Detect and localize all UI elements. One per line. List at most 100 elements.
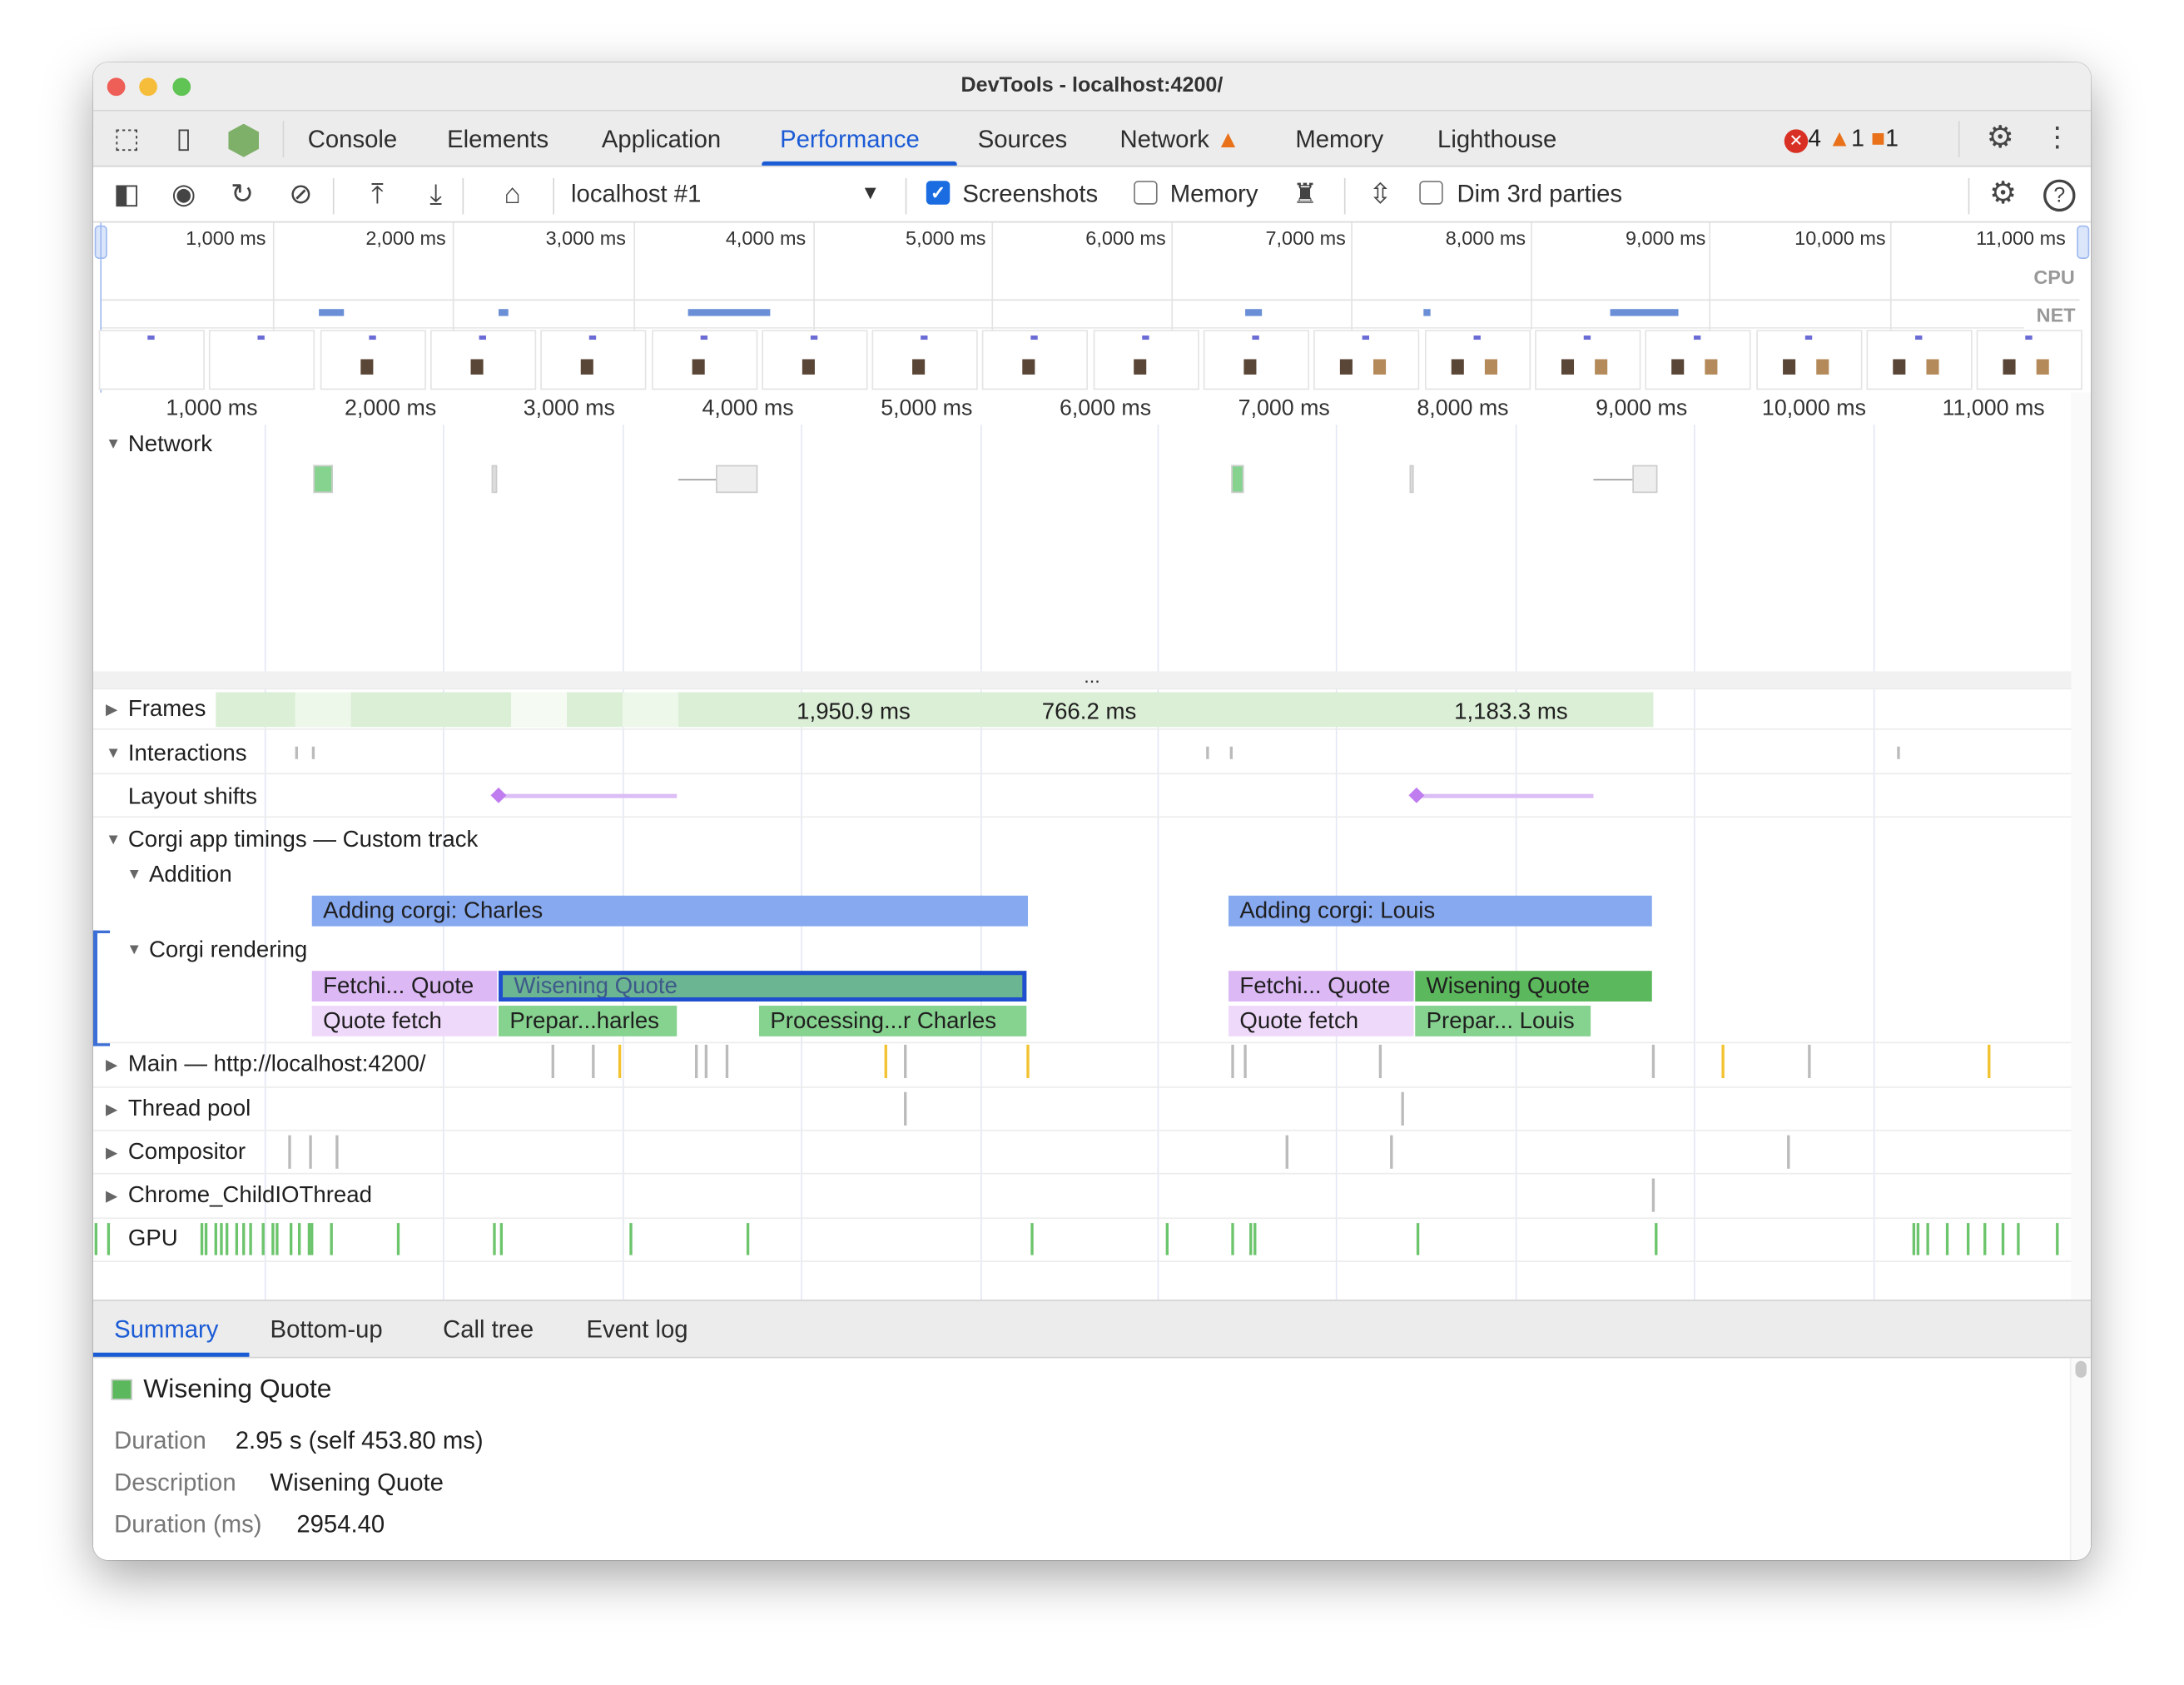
track-chrome-childiothread[interactable]: Chrome_ChildIOThread [127,1182,373,1208]
gpu-task[interactable] [298,1223,300,1255]
main-thread-task[interactable] [725,1044,728,1079]
collapse-tracks-icon[interactable]: ⇳ [1368,179,1392,211]
overview-right-handle[interactable] [2077,225,2090,259]
track-custom-corgi-timings[interactable]: Corgi app timings — Custom track [127,827,479,852]
thread-pool-task[interactable] [1401,1091,1404,1126]
gpu-task[interactable] [1983,1223,1986,1255]
more-options-icon[interactable]: ⋮ [2043,122,2072,153]
timeline-scrollbar[interactable] [2071,392,2091,1300]
frame-segment[interactable] [511,692,568,728]
gpu-task[interactable] [2017,1223,2019,1255]
tab-event-log[interactable]: Event log [586,1315,688,1344]
capture-settings-gear-icon[interactable]: ⚙ [1988,175,2018,211]
gpu-task[interactable] [1912,1223,1915,1255]
compositor-task[interactable] [288,1135,290,1169]
main-thread-task[interactable] [1243,1044,1246,1079]
network-request[interactable] [1632,465,1658,494]
dim-3rd-parties-checkbox[interactable] [1419,181,1443,205]
screenshot-thumbnail[interactable] [320,330,426,390]
screenshot-thumbnail[interactable] [429,330,537,390]
gpu-task[interactable] [396,1223,400,1255]
tab-summary[interactable]: Summary [114,1315,219,1344]
compositor-task[interactable] [335,1135,338,1169]
fetching-quote-bar[interactable]: Fetchi... Quote [311,971,498,1002]
main-thread-task[interactable] [618,1044,621,1079]
clear-icon[interactable]: ⊘ [289,179,313,211]
network-request[interactable] [1409,465,1414,494]
network-request[interactable] [1231,465,1244,494]
timeline-flamechart[interactable]: 1,000 ms 2,000 ms 3,000 ms 4,000 ms 5,000 ms… [93,393,2091,1300]
console-counts[interactable]: ✕ 4 ▲1 ■1 [1784,125,1899,153]
gpu-task[interactable] [214,1223,217,1255]
gpu-task[interactable] [1253,1223,1256,1255]
network-request[interactable] [491,465,498,494]
screenshot-thumbnail[interactable] [1645,330,1751,390]
screenshot-thumbnail[interactable] [982,330,1089,390]
track-compositor[interactable]: Compositor [127,1139,246,1165]
record-icon[interactable]: ◉ [171,179,196,211]
collapse-triangle-icon[interactable]: ▼ [127,942,142,959]
gpu-task[interactable] [307,1223,310,1255]
expand-triangle-icon[interactable]: ▶ [106,702,118,719]
expand-triangle-icon[interactable]: ▶ [106,1056,118,1075]
addition-bar-charles[interactable]: Adding corgi: Charles [311,895,1028,927]
main-thread-task[interactable] [704,1044,707,1079]
screenshots-checkbox[interactable]: ✓ [926,181,951,205]
addition-bar-louis[interactable]: Adding corgi: Louis [1228,895,1652,927]
track-thread-pool[interactable]: Thread pool [127,1096,251,1121]
expand-triangle-icon[interactable]: ▶ [106,1145,118,1162]
screenshot-thumbnail[interactable] [1755,330,1862,390]
collapse-triangle-icon[interactable]: ▼ [106,745,122,763]
layout-shift-diamond-icon[interactable] [1408,787,1425,803]
scrollbar-thumb[interactable] [2075,1360,2087,1378]
gpu-task[interactable] [1416,1223,1419,1255]
main-thread-task[interactable] [884,1044,887,1079]
tab-lighthouse[interactable]: Lighthouse [1437,125,1557,153]
help-icon[interactable]: ? [2043,179,2076,212]
reload-record-icon[interactable]: ↻ [231,179,255,211]
main-thread-task[interactable] [1651,1044,1655,1079]
interaction-marker[interactable] [1897,746,1899,759]
interaction-marker[interactable] [295,746,298,759]
memory-checkbox[interactable] [1134,181,1158,205]
track-frames[interactable]: Frames [127,696,206,722]
gpu-task[interactable] [235,1223,238,1255]
minimize-window-button[interactable] [139,77,157,97]
track-resizer[interactable]: ... [93,666,2091,688]
screenshot-thumbnail[interactable] [1203,330,1310,390]
gpu-task[interactable] [1926,1223,1928,1255]
main-thread-task[interactable] [1231,1044,1233,1079]
close-window-button[interactable] [107,77,126,97]
frame-segment[interactable] [295,692,351,728]
gpu-task[interactable] [629,1223,632,1255]
gpu-task[interactable] [242,1223,245,1255]
layout-shift-cluster[interactable] [499,793,678,798]
gpu-task[interactable] [310,1223,313,1255]
track-main[interactable]: Main — http://localhost:4200/ [127,1051,426,1077]
main-thread-task[interactable] [551,1044,554,1079]
track-network[interactable]: Network [127,431,213,457]
expand-triangle-icon[interactable]: ▶ [106,1101,118,1119]
gpu-task[interactable] [225,1223,228,1255]
thread-pool-task[interactable] [904,1091,906,1126]
main-thread-task[interactable] [1988,1044,1990,1079]
frames-bar[interactable] [216,692,1654,728]
tab-performance[interactable]: Performance [780,125,920,153]
network-request[interactable] [716,465,758,494]
interaction-marker[interactable] [311,746,315,759]
download-icon[interactable]: ⤓ [429,179,443,211]
screenshot-thumbnail[interactable] [1093,330,1199,390]
gpu-task[interactable] [275,1223,278,1255]
screenshot-thumbnail[interactable] [1976,330,2083,390]
childio-task[interactable] [1651,1178,1655,1212]
gpu-task[interactable] [200,1223,203,1255]
tab-console[interactable]: Console [307,125,398,153]
gpu-task[interactable] [1249,1223,1252,1255]
gpu-task[interactable] [1165,1223,1169,1255]
main-thread-task[interactable] [1378,1044,1382,1079]
gpu-task[interactable] [746,1223,749,1255]
settings-gear-icon[interactable]: ⚙ [1986,119,2014,155]
gpu-task[interactable] [261,1223,265,1255]
track-interactions[interactable]: Interactions [127,741,247,767]
gpu-task[interactable] [204,1223,207,1255]
